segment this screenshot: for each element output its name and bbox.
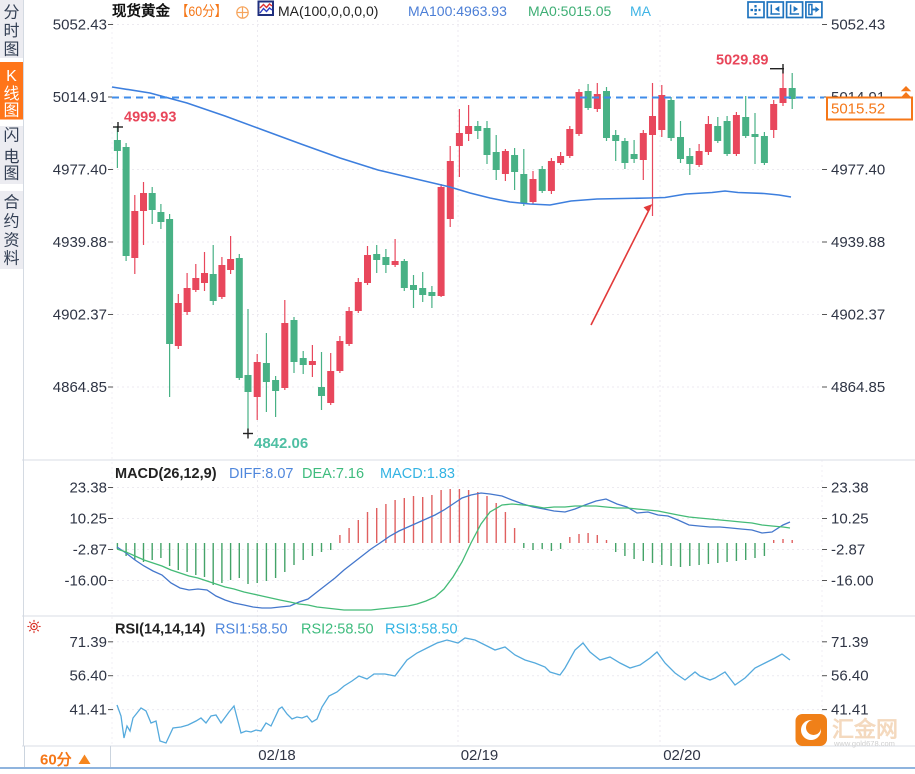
- svg-text:MA100:4963.93: MA100:4963.93: [408, 3, 507, 19]
- svg-text:5052.43: 5052.43: [831, 17, 885, 34]
- svg-text:60分: 60分: [40, 752, 72, 769]
- svg-text:4902.37: 4902.37: [53, 307, 107, 324]
- svg-text:K: K: [6, 68, 17, 85]
- svg-text:MACD(26,12,9): MACD(26,12,9): [115, 466, 217, 482]
- svg-text:图: 图: [3, 42, 19, 59]
- svg-text:闪: 闪: [3, 127, 19, 145]
- svg-text:41.41: 41.41: [69, 702, 107, 719]
- svg-text:4902.37: 4902.37: [831, 307, 885, 324]
- svg-text:RSI(14,14,14): RSI(14,14,14): [115, 622, 205, 638]
- svg-text:【60分】: 【60分】: [176, 3, 227, 19]
- svg-text:23.38: 23.38: [69, 480, 107, 497]
- svg-text:资: 资: [3, 232, 19, 250]
- svg-text:5052.43: 5052.43: [53, 17, 107, 34]
- svg-text:4977.40: 4977.40: [831, 162, 885, 179]
- svg-text:现货黄金: 现货黄金: [112, 2, 170, 20]
- svg-text:www.gold678.com: www.gold678.com: [833, 739, 895, 748]
- svg-text:图: 图: [3, 103, 19, 120]
- svg-text:-16.00: -16.00: [64, 573, 107, 590]
- svg-text:56.40: 56.40: [69, 668, 107, 685]
- svg-text:10.25: 10.25: [831, 511, 869, 528]
- svg-text:-16.00: -16.00: [831, 573, 874, 590]
- svg-text:5014.91: 5014.91: [53, 89, 107, 106]
- svg-text:4977.40: 4977.40: [53, 162, 107, 179]
- svg-text:MA: MA: [630, 3, 652, 19]
- svg-text:-2.87: -2.87: [831, 542, 865, 559]
- svg-text:图: 图: [3, 166, 19, 183]
- svg-text:4999.93: 4999.93: [124, 110, 176, 126]
- svg-text:4939.88: 4939.88: [53, 234, 107, 251]
- svg-text:MACD:1.83: MACD:1.83: [380, 466, 455, 482]
- svg-text:02/19: 02/19: [461, 747, 499, 764]
- svg-text:RSI1:58.50: RSI1:58.50: [215, 622, 288, 638]
- svg-text:4864.85: 4864.85: [831, 379, 885, 396]
- svg-text:71.39: 71.39: [69, 634, 107, 651]
- svg-text:41.41: 41.41: [831, 702, 869, 719]
- svg-text:分: 分: [3, 4, 19, 22]
- svg-text:MA(100,0,0,0,0): MA(100,0,0,0,0): [278, 3, 378, 19]
- svg-text:线: 线: [3, 85, 19, 103]
- svg-text:23.38: 23.38: [831, 480, 869, 497]
- svg-text:汇金网: 汇金网: [832, 717, 898, 742]
- svg-text:4864.85: 4864.85: [53, 379, 107, 396]
- svg-text:约: 约: [3, 213, 19, 231]
- svg-text:56.40: 56.40: [831, 668, 869, 685]
- svg-text:时: 时: [3, 22, 19, 40]
- svg-text:10.25: 10.25: [69, 511, 107, 528]
- svg-text:RSI3:58.50: RSI3:58.50: [385, 622, 458, 638]
- svg-text:4939.88: 4939.88: [831, 234, 885, 251]
- svg-text:合: 合: [3, 194, 19, 212]
- svg-text:02/20: 02/20: [663, 747, 701, 764]
- svg-text:DIFF:8.07: DIFF:8.07: [229, 466, 293, 482]
- svg-text:电: 电: [3, 148, 19, 166]
- svg-text:02/18: 02/18: [258, 747, 296, 764]
- svg-text:4842.06: 4842.06: [254, 435, 308, 452]
- svg-text:71.39: 71.39: [831, 634, 869, 651]
- svg-text:-2.87: -2.87: [73, 542, 107, 559]
- svg-text:5015.52: 5015.52: [831, 101, 885, 118]
- svg-text:料: 料: [3, 250, 19, 268]
- svg-text:MA0:5015.05: MA0:5015.05: [528, 3, 611, 19]
- svg-text:RSI2:58.50: RSI2:58.50: [301, 622, 374, 638]
- svg-text:5029.89: 5029.89: [716, 53, 768, 69]
- svg-text:DEA:7.16: DEA:7.16: [302, 466, 364, 482]
